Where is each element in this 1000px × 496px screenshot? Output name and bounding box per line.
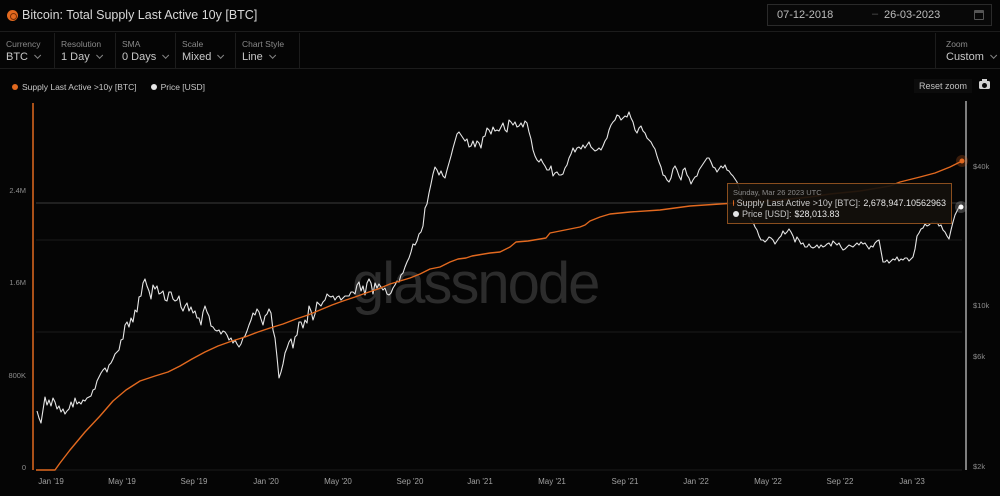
supply-dot-icon xyxy=(733,200,734,206)
tooltip-date: Sunday, Mar 26 2023 UTC xyxy=(733,188,822,197)
y-right-tick: $40k xyxy=(973,162,990,171)
x-tick: Jan '19 xyxy=(38,477,64,486)
price-dot-icon xyxy=(733,211,739,217)
chevron-down-icon xyxy=(95,51,103,59)
bitcoin-icon xyxy=(7,10,18,21)
tooltip-supply-row: Supply Last Active >10y [BTC]: 2,678,947… xyxy=(733,198,946,208)
sma-value: 0 Days xyxy=(122,51,170,63)
resolution-label: Resolution xyxy=(61,39,102,49)
x-tick: May '19 xyxy=(108,477,136,486)
scale-value: Mixed xyxy=(182,51,225,63)
date-range-picker[interactable]: 07-12-2018 – 26-03-2023 xyxy=(767,4,992,26)
zoom-value: Custom xyxy=(946,51,998,63)
glassnode-watermark: glassnode xyxy=(352,251,598,316)
legend-item-price[interactable]: Price [USD] xyxy=(150,82,205,92)
x-tick: Jan '22 xyxy=(683,477,709,486)
chevron-down-icon xyxy=(217,51,225,59)
chevron-down-icon xyxy=(34,51,42,59)
currency-dropdown[interactable]: Currency BTC xyxy=(0,33,55,69)
y-right-tick: $6k xyxy=(973,352,985,361)
scale-dropdown[interactable]: Scale Mixed xyxy=(176,33,236,69)
scale-label: Scale xyxy=(182,39,204,49)
x-tick: May '20 xyxy=(324,477,352,486)
y-right-tick: $10k xyxy=(973,301,990,310)
chevron-down-icon xyxy=(989,51,998,59)
currency-value: BTC xyxy=(6,51,42,63)
chart-style-label: Chart Style xyxy=(242,39,285,49)
chart-plot[interactable]: glassnode 0 800K 1.6M 2.4M $40k $10k $6k… xyxy=(0,96,1000,496)
chart-legend: Supply Last Active >10y [BTC] Price [USD… xyxy=(12,82,205,92)
x-tick: Sep '20 xyxy=(397,477,424,486)
resolution-dropdown[interactable]: Resolution 1 Day xyxy=(55,33,116,69)
x-tick: Sep '21 xyxy=(612,477,639,486)
price-dot-icon xyxy=(150,84,157,90)
supply-series-line xyxy=(36,160,963,471)
zoom-dropdown[interactable]: Zoom Custom xyxy=(935,33,1000,69)
y-right-tick: $2k xyxy=(973,462,985,471)
x-tick: Jan '20 xyxy=(253,477,279,486)
price-series-line xyxy=(36,111,962,424)
chart-title: Bitcoin: Total Supply Last Active 10y [B… xyxy=(22,8,258,22)
header: Bitcoin: Total Supply Last Active 10y [B… xyxy=(0,0,1000,32)
supply-dot-icon xyxy=(12,84,18,90)
date-from-input[interactable]: 07-12-2018 xyxy=(777,9,834,21)
currency-label: Currency xyxy=(6,39,41,49)
x-tick: Sep '22 xyxy=(827,477,854,486)
date-to-input[interactable]: 26-03-2023 xyxy=(884,9,941,21)
camera-icon[interactable] xyxy=(979,79,990,89)
x-tick: Sep '19 xyxy=(181,477,208,486)
chart-style-value: Line xyxy=(242,51,276,63)
x-tick: May '22 xyxy=(754,477,782,486)
date-separator: – xyxy=(872,8,879,20)
controls-bar: Currency BTC Resolution 1 Day SMA 0 Days… xyxy=(0,33,1000,69)
y-tick: 1.6M xyxy=(9,278,26,287)
y-tick: 800K xyxy=(8,371,26,380)
chevron-down-icon xyxy=(162,51,170,59)
price-marker xyxy=(958,204,964,210)
x-tick: Jan '23 xyxy=(899,477,925,486)
legend-item-supply[interactable]: Supply Last Active >10y [BTC] xyxy=(12,82,137,92)
supply-marker xyxy=(959,158,965,164)
chart-style-dropdown[interactable]: Chart Style Line xyxy=(236,33,300,69)
zoom-label: Zoom xyxy=(946,39,968,49)
calendar-icon[interactable] xyxy=(974,10,984,20)
y-tick: 2.4M xyxy=(9,186,26,195)
resolution-value: 1 Day xyxy=(61,51,103,63)
tooltip-price-row: Price [USD]: $28,013.83 xyxy=(733,209,946,219)
chevron-down-icon xyxy=(268,51,276,59)
sma-label: SMA xyxy=(122,39,141,49)
sma-dropdown[interactable]: SMA 0 Days xyxy=(116,33,176,69)
x-tick: Jan '21 xyxy=(467,477,493,486)
reset-zoom-button[interactable]: Reset zoom xyxy=(914,79,973,93)
chart-tooltip: Sunday, Mar 26 2023 UTC Supply Last Acti… xyxy=(727,183,952,224)
y-tick: 0 xyxy=(22,463,26,472)
x-tick: May '21 xyxy=(538,477,566,486)
